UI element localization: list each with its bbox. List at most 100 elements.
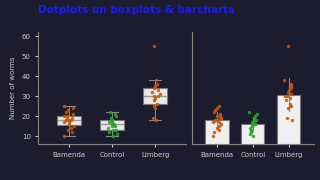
Y-axis label: Number of worms: Number of worms	[10, 57, 16, 119]
Point	[216, 129, 221, 131]
Point	[252, 119, 258, 122]
Point	[213, 119, 218, 122]
Point	[155, 95, 160, 98]
Point	[211, 121, 216, 123]
Point	[113, 115, 118, 118]
Point	[215, 119, 220, 122]
Point	[211, 131, 216, 134]
Point	[249, 131, 254, 134]
Point	[71, 107, 76, 110]
Point	[66, 121, 71, 123]
PathPatch shape	[57, 116, 81, 125]
Text: Dotplots on boxplots & barcharts: Dotplots on boxplots & barcharts	[38, 5, 235, 15]
Point	[65, 117, 70, 120]
Point	[109, 123, 114, 125]
Point	[71, 125, 76, 127]
Point	[106, 127, 111, 129]
Point	[69, 117, 75, 120]
Point	[154, 103, 159, 106]
Point	[155, 89, 160, 92]
Point	[62, 121, 67, 123]
Point	[108, 111, 113, 114]
Point	[154, 119, 159, 122]
Point	[67, 123, 72, 125]
Point	[152, 95, 157, 98]
Point	[154, 83, 159, 86]
Point	[282, 95, 287, 98]
Point	[62, 135, 67, 138]
Point	[246, 111, 252, 114]
Point	[284, 117, 289, 120]
Point	[285, 45, 291, 48]
Point	[286, 107, 291, 110]
Point	[249, 129, 254, 131]
Point	[109, 121, 115, 123]
Point	[152, 97, 157, 100]
Point	[210, 135, 215, 138]
Point	[253, 115, 258, 118]
Bar	[241, 124, 264, 156]
PathPatch shape	[143, 88, 167, 104]
Point	[108, 119, 113, 122]
Point	[66, 129, 71, 131]
Point	[219, 117, 224, 120]
Point	[114, 133, 119, 136]
Point	[110, 135, 116, 138]
Point	[289, 105, 294, 108]
Point	[250, 121, 255, 123]
Point	[64, 115, 69, 118]
Point	[253, 123, 258, 125]
Point	[152, 85, 157, 88]
Point	[287, 97, 292, 100]
Point	[285, 91, 291, 94]
Point	[70, 113, 76, 116]
Point	[152, 87, 157, 90]
Point	[252, 123, 258, 125]
Point	[64, 119, 69, 122]
Point	[217, 113, 222, 116]
Point	[112, 125, 117, 127]
Point	[216, 121, 221, 123]
Point	[217, 105, 222, 108]
Point	[63, 111, 68, 114]
Point	[289, 85, 294, 88]
Point	[66, 119, 71, 122]
Point	[69, 131, 74, 134]
Point	[288, 83, 293, 86]
Point	[151, 99, 156, 102]
Point	[253, 119, 259, 122]
Point	[213, 109, 218, 112]
Point	[250, 125, 255, 127]
Point	[153, 79, 158, 82]
Point	[108, 117, 113, 120]
Point	[247, 133, 252, 136]
Point	[152, 107, 157, 110]
Point	[254, 113, 259, 116]
Point	[289, 119, 294, 122]
Point	[214, 115, 219, 118]
Point	[112, 113, 117, 116]
Point	[62, 115, 67, 118]
Bar	[205, 120, 229, 156]
Point	[288, 87, 293, 90]
Point	[252, 117, 257, 120]
PathPatch shape	[100, 120, 124, 130]
Point	[110, 129, 115, 131]
Point	[218, 115, 223, 118]
Point	[289, 93, 294, 96]
Point	[285, 95, 290, 98]
Point	[250, 135, 255, 138]
Point	[282, 79, 287, 82]
Point	[111, 123, 116, 125]
Point	[106, 121, 111, 123]
Point	[66, 109, 71, 112]
Point	[150, 117, 156, 120]
Point	[149, 91, 155, 94]
Point	[249, 129, 254, 131]
Point	[157, 93, 162, 96]
Point	[214, 107, 219, 110]
Point	[287, 89, 292, 92]
Point	[68, 119, 73, 122]
Point	[107, 131, 112, 134]
Bar	[277, 95, 300, 156]
